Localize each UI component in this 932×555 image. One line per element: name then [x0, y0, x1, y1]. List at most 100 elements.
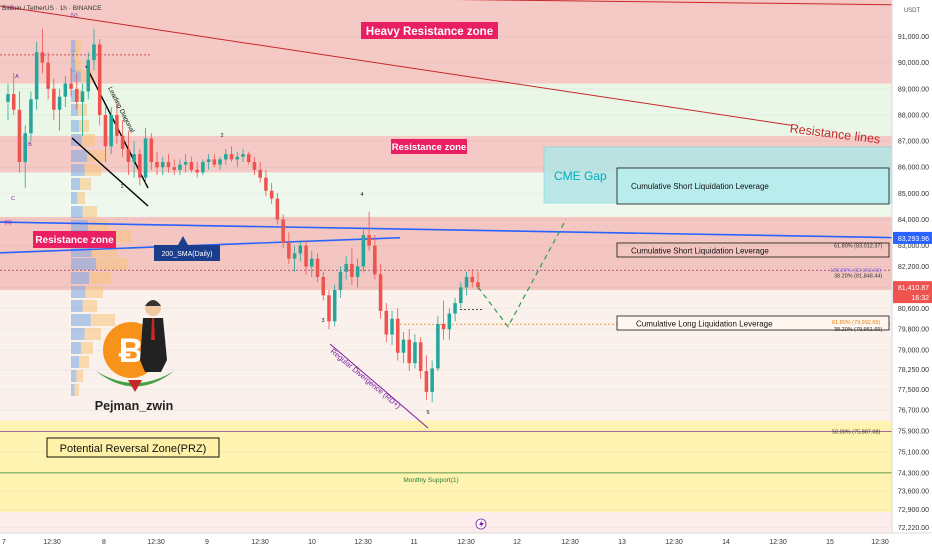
- candle-body: [103, 114, 108, 147]
- wave-label: A: [15, 74, 19, 80]
- x-tick-label: 12:30: [457, 539, 475, 546]
- x-tick-label: 9: [205, 539, 209, 546]
- wave-label: 5: [426, 410, 429, 416]
- candle-body: [401, 339, 406, 353]
- fib-label: 38.20% (81,848.44): [834, 274, 882, 280]
- y-tick-label: 80,600.00: [898, 306, 929, 313]
- candle-body: [304, 245, 308, 267]
- candle-body: [63, 83, 68, 97]
- x-tick-label: 12:30: [561, 539, 579, 546]
- volume-bar: [74, 384, 79, 396]
- candle-body: [75, 88, 79, 102]
- fib-label: 38.20% (79,951.65): [834, 327, 882, 333]
- x-tick-label: 12:30: [147, 539, 165, 546]
- candle-body: [258, 169, 262, 178]
- countdown-value: 16:32: [911, 295, 929, 302]
- y-tick-label: 78,250.00: [898, 367, 929, 374]
- prz-label: Potential Reversal Zone(PRZ): [60, 443, 207, 455]
- zone-layer: [0, 0, 892, 533]
- x-tick-label: 12:30: [43, 539, 61, 546]
- candle-body: [424, 371, 429, 392]
- volume-bar: [84, 328, 101, 340]
- y-tick-label: 73,600.00: [898, 489, 929, 496]
- x-tick-label: 7: [2, 539, 6, 546]
- y-tick-label: 83,000.00: [898, 243, 929, 250]
- y-tick-label: 77,500.00: [898, 387, 929, 394]
- avatar-tie: [151, 318, 155, 340]
- volume-bar: [71, 104, 79, 116]
- diagonal-line: [71, 137, 149, 207]
- price-axis: USDT 91,000.00 90,000.00 89,000.00 88,000.00…: [891, 0, 932, 550]
- volume-bar: [71, 90, 77, 102]
- candle-body: [310, 258, 314, 267]
- avatar-hair: [145, 300, 161, 306]
- volume-bar: [71, 314, 91, 326]
- wave-label: (V): [70, 13, 78, 19]
- resistance-line: [456, 0, 932, 6]
- candle-body: [315, 258, 320, 277]
- candle-body: [138, 154, 142, 178]
- volume-bar: [71, 300, 83, 312]
- candle-body: [57, 96, 62, 110]
- y-tick-label: 72,220.00: [898, 525, 929, 532]
- x-tick-label: 11: [410, 539, 417, 546]
- candle-body: [355, 266, 360, 277]
- x-tick-label: 10: [308, 539, 316, 546]
- y-tick-label: 82,200.00: [898, 264, 929, 271]
- volume-bar: [71, 370, 77, 382]
- candle-body: [436, 323, 440, 369]
- volume-bar: [89, 272, 111, 284]
- candle-body: [149, 138, 154, 162]
- sma-line: [0, 221, 893, 239]
- candle-body: [476, 282, 480, 288]
- y-tick-label: 87,000.00: [898, 139, 929, 146]
- x-tick-label: 12:30: [251, 539, 269, 546]
- x-tick-label: 12:30: [665, 539, 683, 546]
- candle-body: [46, 62, 50, 89]
- volume-bar: [76, 370, 83, 382]
- cme-gap-label: CME Gap: [554, 169, 607, 183]
- monthly-support-label: Monthly Support(1): [403, 477, 458, 484]
- current-price-value: 81,410.87: [898, 285, 929, 292]
- wave-label: (X): [4, 220, 12, 226]
- candle-body: [373, 245, 377, 275]
- volume-bar: [71, 286, 86, 298]
- volume-bar: [80, 178, 91, 190]
- liquidation-box: [616, 315, 890, 331]
- candle-body: [92, 44, 96, 61]
- volume-bar: [71, 220, 89, 232]
- candle-body: [430, 368, 434, 392]
- resistance-zone-label-bg: [391, 139, 467, 154]
- candle-body: [395, 318, 400, 353]
- y-tick-label: 75,100.00: [898, 450, 929, 457]
- y-tick-label: 89,000.00: [898, 86, 929, 93]
- candle-body: [453, 303, 457, 314]
- projection-path: [477, 219, 567, 328]
- volume-bar: [96, 258, 127, 270]
- liquidation-box-label: Cumulative Long Liquidation Leverage: [636, 320, 773, 329]
- wave-label: C: [11, 196, 15, 202]
- candle-body: [155, 161, 159, 168]
- wave-label: 1: [120, 184, 123, 190]
- candle-body: [321, 276, 326, 296]
- candle-body: [206, 159, 211, 162]
- volume-bar: [79, 120, 89, 132]
- currency-label: USDT: [904, 8, 921, 14]
- x-tick-label: 12:30: [871, 539, 889, 546]
- candle-body: [350, 263, 354, 277]
- x-tick-label: 12: [513, 539, 521, 546]
- candle-body: [292, 253, 297, 259]
- volume-bar: [82, 300, 97, 312]
- candle-body: [189, 161, 194, 170]
- candle-body: [264, 177, 268, 191]
- candle-body: [52, 88, 56, 110]
- volume-bar: [84, 164, 101, 176]
- candle-body: [97, 44, 102, 115]
- sma-price-tag: [893, 231, 932, 244]
- candle-body: [132, 154, 136, 162]
- candle-body: [178, 164, 182, 170]
- volume-bar: [71, 328, 85, 340]
- candle-body: [447, 313, 452, 330]
- x-tick-label: 12:30: [769, 539, 787, 546]
